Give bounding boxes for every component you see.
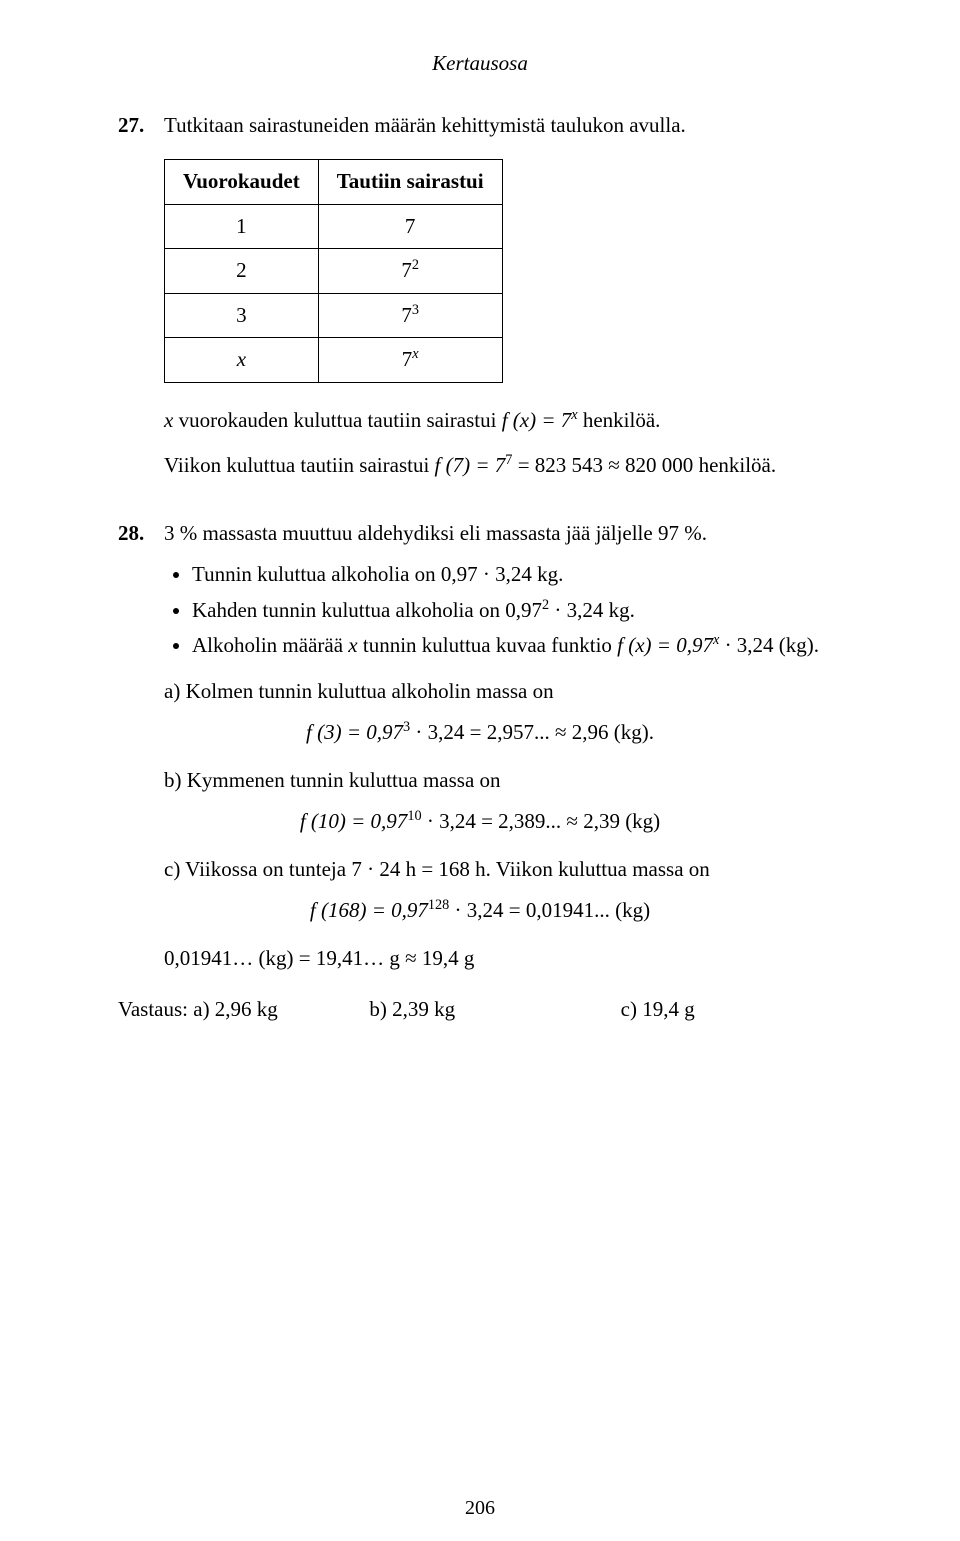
part-a-label: a) Kolmen tunnin kuluttua alkoholin mass… (164, 676, 842, 708)
table-header: Vuorokaudet (165, 160, 319, 205)
problem-28-text: 3 % massasta muuttuu aldehydiksi eli mas… (164, 518, 842, 550)
table-cell: 7x (318, 338, 502, 383)
table-cell: 1 (165, 204, 319, 249)
part-a-eq: f (3) = 0,973 · 3,24 = 2,957... ≈ 2,96 (… (118, 717, 842, 749)
part-c-eq: f (168) = 0,97128 · 3,24 = 0,01941... (k… (118, 895, 842, 927)
table-header: Tautiin sairastui (318, 160, 502, 205)
problem-27-table: Vuorokaudet Tautiin sairastui 1 7 2 72 3… (164, 159, 503, 383)
part-b-eq: f (10) = 0,9710 · 3,24 = 2,389... ≈ 2,39… (118, 806, 842, 838)
problem-27-line2: Viikon kuluttua tautiin sairastui f (7) … (164, 450, 842, 482)
table-cell: 73 (318, 293, 502, 338)
table-cell: 2 (165, 249, 319, 294)
bullet-item: Alkoholin määrää x tunnin kuluttua kuvaa… (192, 630, 842, 662)
table-cell: 72 (318, 249, 502, 294)
problem-27: 27. Tutkitaan sairastuneiden määrän kehi… (118, 110, 842, 482)
conversion-line: 0,01941… (kg) = 19,41… g ≈ 19,4 g (164, 943, 842, 975)
table-cell: x (165, 338, 319, 383)
answer-c: c) 19,4 g (621, 994, 842, 1026)
section-header: Kertausosa (118, 48, 842, 80)
bullet-item: Kahden tunnin kuluttua alkoholia on 0,97… (192, 595, 842, 627)
part-c-label: c) Viikossa on tunteja 7 · 24 h = 168 h.… (164, 854, 842, 886)
problem-27-number: 27. (118, 110, 164, 142)
table-cell: 7 (318, 204, 502, 249)
bullet-item: Tunnin kuluttua alkoholia on 0,97 · 3,24… (192, 559, 842, 591)
problem-28: 28. 3 % massasta muuttuu aldehydiksi eli… (118, 518, 842, 1026)
problem-28-bullets: Tunnin kuluttua alkoholia on 0,97 · 3,24… (164, 559, 842, 662)
answer-a: Vastaus: a) 2,96 kg (118, 994, 339, 1026)
problem-27-line1: x vuorokauden kuluttua tautiin sairastui… (164, 405, 842, 437)
problem-27-text: Tutkitaan sairastuneiden määrän kehittym… (164, 110, 842, 142)
answer-row: Vastaus: a) 2,96 kg b) 2,39 kg c) 19,4 g (118, 994, 842, 1026)
page-number: 206 (0, 1493, 960, 1523)
table-cell: 3 (165, 293, 319, 338)
part-b-label: b) Kymmenen tunnin kuluttua massa on (164, 765, 842, 797)
answer-b: b) 2,39 kg (369, 994, 590, 1026)
problem-28-number: 28. (118, 518, 164, 550)
